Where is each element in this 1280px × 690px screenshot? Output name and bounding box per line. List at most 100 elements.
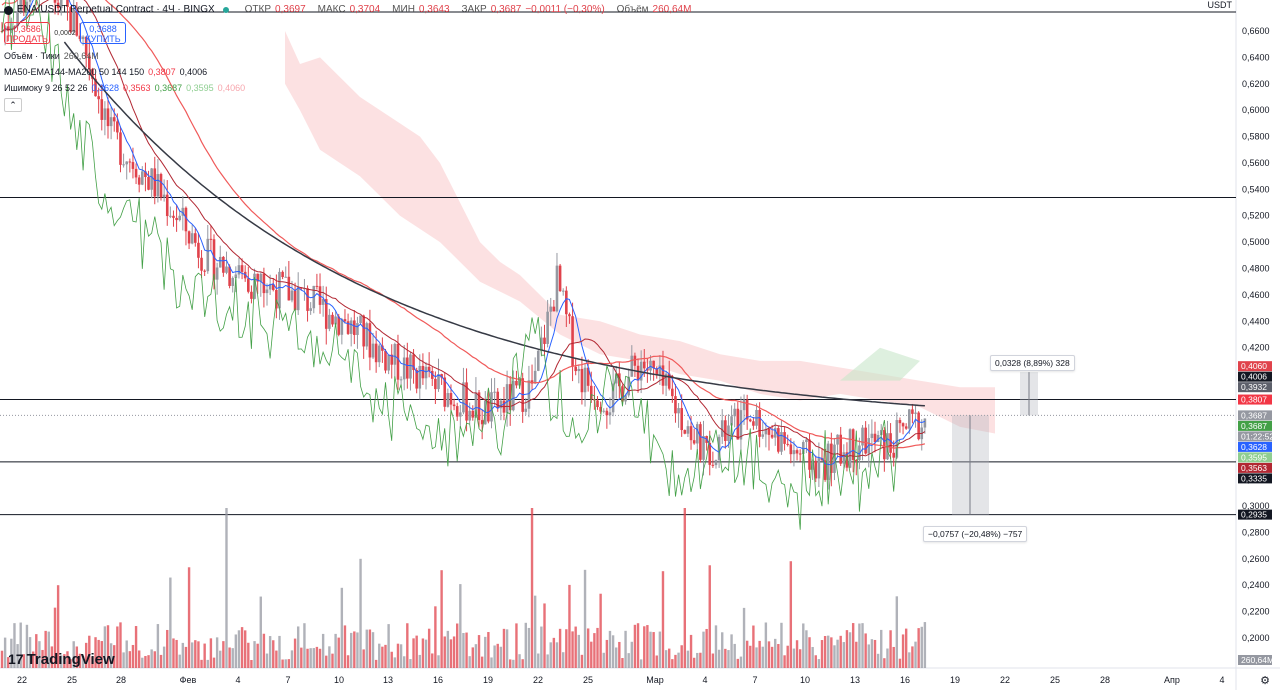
candle-body [334,316,337,325]
candle-body [845,452,849,468]
y-tick-label: 0,6400 [1242,52,1270,62]
candle-body [449,393,453,405]
candle-body [876,435,880,443]
volume-bar [708,565,711,668]
candle-body [197,242,200,258]
tradingview-logo[interactable]: 17 TradingView [8,651,115,668]
candle-body [371,343,375,358]
volume-bar [749,645,752,668]
volume-bar [262,633,266,668]
candle-body [69,6,72,32]
volume-label: Объём [616,4,649,15]
currency-label[interactable]: USDT [1207,0,1233,10]
volume-bar [512,659,515,668]
volume-bar [611,635,615,668]
x-tick-label: 13 [383,675,393,685]
collapse-legend-button[interactable]: ⌃ [4,98,22,112]
volume-bar [175,639,178,668]
volume-bar [477,635,481,668]
volume-bar [359,558,362,668]
volume-bar [253,641,256,668]
candle-body [714,460,718,466]
volume-bar [356,632,359,668]
volume-bar [337,637,340,668]
candle-body [589,385,593,400]
volume-bar [190,642,194,668]
gear-icon[interactable]: ⚙ [1260,675,1270,687]
candle-body [206,238,210,272]
candle-body [190,233,194,244]
volume-bar [35,634,38,668]
price-tag [1238,410,1272,421]
volume-bar [256,643,259,668]
candle-body [172,215,175,218]
volume-bar [19,622,22,668]
volume-bar [777,644,780,668]
change-value: −0,0011 (−0,30%) [525,4,605,15]
candle-body [125,161,129,165]
volume-bar [268,636,272,668]
candle-body [137,177,141,185]
candle-body [100,99,104,120]
volume-bar [624,630,627,668]
candle-body [699,424,702,460]
candle-body [203,270,206,272]
candle-body [184,207,188,232]
price-tag [1238,452,1272,463]
symbol-title[interactable]: ENA/USDT Perpetual Contract · 4Ч · BINGX [17,4,215,15]
candle-body [870,433,874,439]
price-tag [1238,361,1272,372]
volume-bar [621,658,624,668]
volume-bar [904,628,908,668]
volume-bar [668,648,671,668]
volume-bar [780,622,783,668]
indicator-volume[interactable]: Объём · Тики 260,64M [4,48,691,64]
price-tag [1238,462,1272,473]
price-tag-label: 0,3807 [1241,395,1267,405]
buy-button[interactable]: 0,3688 КУПИТЬ [80,22,126,44]
candle-body [59,0,63,9]
candle-body [53,0,57,3]
volume-bar [265,653,269,668]
x-tick-label: 16 [433,675,443,685]
candle-body [97,96,100,100]
candle-body [780,432,783,452]
volume-bar [3,637,7,668]
indicator-ichimoku[interactable]: Ишимоку 9 26 52 26 0,3628 0,3563 0,3687 … [4,80,691,96]
volume-bar [680,645,683,668]
y-tick-label: 0,5600 [1242,158,1270,168]
high-value: 0,3704 [349,4,381,15]
x-tick-label: 7 [752,675,757,685]
candle-body [250,291,253,299]
volume-bar [368,629,372,668]
indicator-ma[interactable]: MA50-EMA144-MA200 50 144 150 0,3807 0,40… [4,64,691,80]
candle-body [290,290,294,301]
candle-body [524,408,528,412]
candle-body [175,217,178,221]
candle-body [561,290,565,292]
candle-body [795,450,799,454]
volume-bar [767,641,771,668]
volume-bar [664,650,668,668]
candle-body [702,436,705,460]
volume-bar [540,626,543,668]
volume-bar [346,655,350,668]
price-tag [1238,441,1272,452]
sell-button[interactable]: 0,3686 ПРОДАТЬ [4,22,50,44]
volume-bar [817,659,821,668]
volume-bar [393,657,397,668]
candle-body [830,443,833,473]
volume-bar [434,606,437,668]
volume-bar [66,651,69,668]
ma50-line [1,0,926,449]
y-tick-label: 0,6000 [1242,105,1270,115]
volume-bar [41,649,44,668]
volume-bar [496,643,499,668]
volume-bar [655,655,658,668]
price-tag-label: 0,3628 [1241,442,1267,452]
low-value: 0,3643 [418,4,450,15]
candle-body [842,452,846,464]
volume-bar [293,638,297,668]
candle-body [365,323,369,347]
